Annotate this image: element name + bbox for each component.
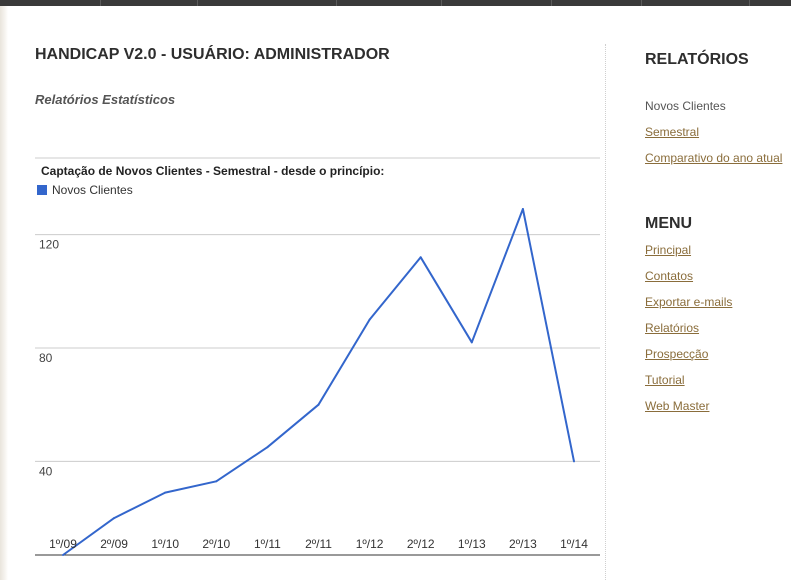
left-edge-shadow	[0, 6, 8, 580]
y-tick-label: 40	[39, 464, 53, 478]
nav-separator	[441, 0, 442, 6]
data-point	[164, 491, 167, 494]
data-point	[215, 480, 218, 483]
menu-link-principal[interactable]: Principal	[645, 243, 692, 257]
page-subtitle: Relatórios Estatísticos	[35, 92, 176, 107]
report-link-comparativo[interactable]: Comparativo do ano atual	[645, 151, 783, 165]
reports-heading: RELATÓRIOS	[645, 51, 749, 68]
data-point	[573, 460, 575, 463]
menu-heading: MENU	[645, 215, 693, 232]
chart-title: Captação de Novos Clientes - Semestral -…	[41, 164, 384, 178]
x-tick-label: 2º/11	[305, 537, 332, 551]
chart-svg: 40 80 120 Captação de Novos Clientes - Seme…	[35, 157, 600, 556]
nav-separator	[336, 0, 337, 6]
data-point	[317, 403, 320, 406]
x-tick-label: 2º/10	[202, 537, 230, 551]
data-point	[368, 318, 371, 321]
x-tick-label: 1º/10	[151, 537, 179, 551]
top-navigation-bar	[0, 0, 791, 6]
x-tick-label: 2º/12	[407, 537, 435, 551]
menu-link-contatos[interactable]: Contatos	[645, 269, 694, 283]
line-chart: 40 80 120 Captação de Novos Clientes - Seme…	[35, 150, 600, 560]
menu-link-relatorios[interactable]: Relatórios	[645, 321, 700, 335]
menu-link-web-master[interactable]: Web Master	[645, 399, 710, 413]
x-tick-label: 2º/09	[100, 537, 128, 551]
menu-link-exportar-emails[interactable]: Exportar e-mails	[645, 295, 733, 309]
x-tick-label: 1º/14	[560, 537, 588, 551]
x-tick-label: 2º/13	[509, 537, 537, 551]
legend-label: Novos Clientes	[52, 183, 133, 197]
legend-swatch	[37, 185, 47, 195]
series-line-novos-clientes	[62, 208, 575, 556]
column-divider	[605, 44, 606, 580]
y-tick-label: 80	[39, 351, 53, 365]
x-tick-label: 1º/11	[254, 537, 281, 551]
nav-separator	[641, 0, 642, 6]
nav-separator	[100, 0, 101, 6]
data-point	[521, 208, 524, 211]
page-title: HANDICAP V2.0 - USUÁRIO: ADMINISTRADOR	[35, 46, 390, 63]
nav-separator	[197, 0, 198, 6]
x-tick-label: 1º/13	[458, 537, 486, 551]
menu-link-tutorial[interactable]: Tutorial	[645, 373, 685, 387]
data-point	[266, 446, 269, 449]
menu-link-prospeccao[interactable]: Prospecção	[645, 347, 709, 361]
x-tick-label: 1º/12	[356, 537, 384, 551]
nav-separator	[551, 0, 552, 6]
data-point	[113, 517, 116, 520]
y-tick-label: 120	[39, 238, 59, 252]
data-point	[419, 256, 422, 259]
data-point	[62, 554, 64, 556]
report-item-novos-clientes: Novos Clientes	[645, 99, 726, 113]
nav-separator	[749, 0, 750, 6]
data-point	[470, 341, 473, 344]
report-link-semestral[interactable]: Semestral	[645, 125, 700, 139]
x-tick-label: 1º/09	[49, 537, 77, 551]
